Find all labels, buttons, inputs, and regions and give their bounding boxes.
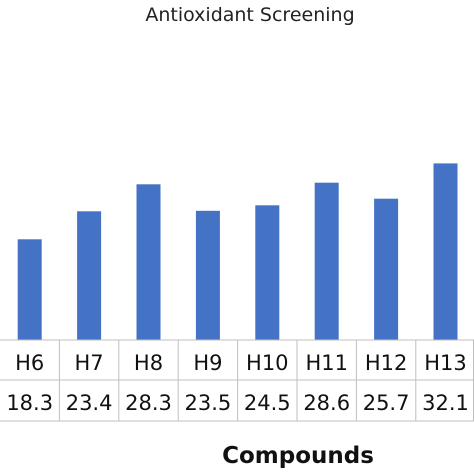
bar-h6 (18, 239, 42, 340)
value-label-h7: 23.4 (66, 391, 113, 415)
bar-h12 (374, 199, 398, 340)
category-label-h10: H10 (246, 351, 289, 375)
value-label-h10: 24.5 (244, 391, 291, 415)
bar-h7 (77, 211, 101, 340)
value-label-h6: 18.3 (6, 391, 53, 415)
value-label-h9: 23.5 (185, 391, 232, 415)
category-label-h11: H11 (305, 351, 348, 375)
category-label-h7: H7 (75, 351, 104, 375)
x-axis-label: Compounds (222, 443, 374, 469)
bars-layer (18, 163, 458, 340)
bar-h9 (196, 211, 220, 340)
value-label-h13: 32.1 (422, 391, 469, 415)
category-label-h6: H6 (15, 351, 44, 375)
category-label-h12: H12 (365, 351, 408, 375)
bar-h11 (315, 183, 339, 340)
category-labels: H6 H7 H8 H9 H10 H11 H12 H13 (15, 351, 467, 375)
category-label-h9: H9 (193, 351, 222, 375)
value-label-h11: 28.6 (303, 391, 350, 415)
bar-h8 (137, 184, 161, 340)
category-label-h13: H13 (424, 351, 467, 375)
category-label-h8: H8 (134, 351, 163, 375)
value-label-h8: 28.3 (125, 391, 172, 415)
chart-title: Antioxidant Screening (145, 4, 354, 26)
bar-h13 (434, 163, 458, 340)
bar-h10 (255, 205, 279, 340)
value-label-h12: 25.7 (363, 391, 410, 415)
